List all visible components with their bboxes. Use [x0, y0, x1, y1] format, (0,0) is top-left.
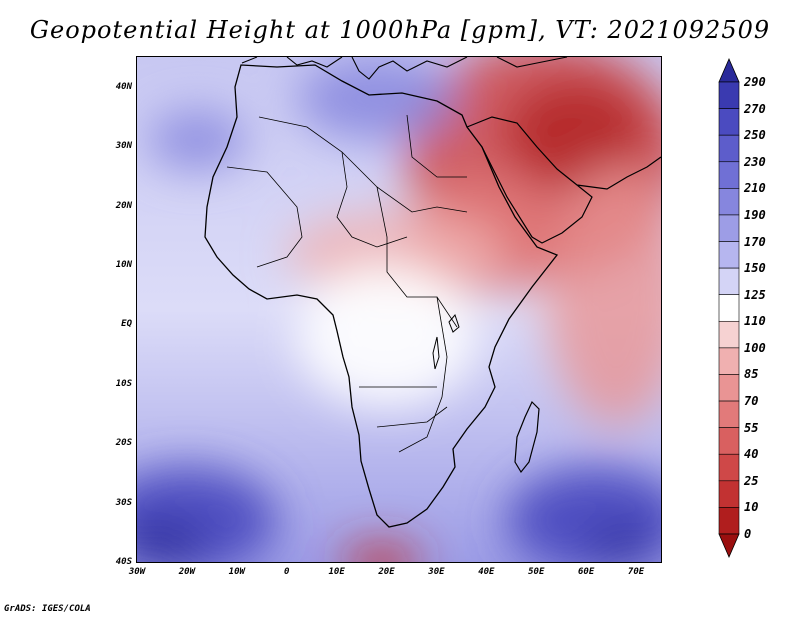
colorbar-band: [718, 161, 740, 189]
lat-label-10N: 10N: [115, 259, 132, 270]
field-region-cape-low: [341, 544, 422, 562]
lon-label-30W: 30W: [128, 567, 146, 577]
lat-label-EQ: EQ: [121, 319, 132, 330]
colorbar-band: [718, 241, 740, 269]
colorbar-band: [718, 214, 740, 242]
field-region-nw-atlantic-high: [146, 110, 247, 170]
field-region-arabia-core: [506, 80, 647, 188]
colorbar-band: [718, 400, 740, 428]
lon-label-20E: 20E: [378, 567, 395, 577]
colorbar-label-0: 0: [744, 527, 752, 541]
colorbar-top-arrow: [718, 58, 740, 83]
colorbar-band: [718, 347, 740, 375]
lat-label-30S: 30S: [115, 497, 132, 508]
field-region-south-atlantic-core: [137, 520, 207, 562]
colorbar-label-125: 125: [744, 287, 766, 302]
colorbar-label-210: 210: [744, 181, 766, 196]
field-region-south-indian-core: [586, 526, 657, 562]
chart-title: Geopotential Height at 1000hPa [gpm], VT…: [29, 16, 771, 44]
colorbar-band: [718, 108, 740, 136]
colorbar-label-85: 85: [744, 367, 759, 382]
colorbar-band: [718, 480, 740, 508]
lon-label-60E: 60E: [578, 567, 595, 577]
colorbar-label-40: 40: [744, 447, 759, 462]
colorbar-label-110: 110: [744, 314, 766, 329]
colorbar-band: [718, 453, 740, 482]
colorbar-label-170: 170: [744, 234, 766, 249]
map-plot-area: [136, 56, 662, 563]
lat-label-40N: 40N: [115, 81, 132, 92]
colorbar-label-250: 250: [744, 128, 766, 143]
colorbar-band: [718, 320, 740, 349]
colorbar-label-100: 100: [744, 340, 766, 355]
colorbar-label-190: 190: [744, 207, 766, 222]
colorbar-label-55: 55: [744, 420, 759, 435]
lat-label-30N: 30N: [115, 141, 132, 152]
lon-label-10E: 10E: [328, 567, 345, 577]
colorbar-bottom-arrow: [718, 533, 740, 558]
country-borders: [226, 114, 468, 453]
colorbar-band: [718, 81, 740, 109]
field-region-sahel-pink: [286, 211, 507, 295]
lat-label-20N: 20N: [115, 200, 132, 211]
arabia-coastline: [466, 116, 661, 244]
lat-label-40S: 40S: [115, 557, 132, 567]
lon-label-70E: 70E: [627, 567, 645, 577]
colorbar-label-150: 150: [744, 261, 766, 276]
field-region-east-indian-ocean-warm: [546, 163, 661, 426]
grads-credit: GrADS: IGES/COLA: [4, 604, 91, 614]
colorbar-band: [718, 267, 740, 296]
colorbar-label-270: 270: [744, 101, 766, 116]
field-region-central-africa-white: [296, 264, 477, 408]
colorbar-band: [718, 134, 740, 163]
lat-label-10S: 10S: [115, 378, 132, 389]
lon-label-10W: 10W: [228, 567, 245, 577]
colorbar-label-230: 230: [744, 154, 766, 169]
europe-coastline: [241, 57, 568, 80]
colorbar-label-290: 290: [744, 75, 766, 89]
colorbar: [718, 58, 740, 558]
lon-label-0: 0: [283, 567, 290, 577]
great-lakes: [432, 314, 460, 370]
colorbar-band: [718, 294, 740, 322]
colorbar-band: [718, 427, 740, 455]
lon-label-40E: 40E: [478, 567, 495, 577]
lon-label-50E: 50E: [528, 567, 545, 577]
colorbar-label-70: 70: [744, 394, 759, 409]
colorbar-band: [718, 374, 740, 402]
lon-label-20W: 20W: [178, 567, 196, 577]
colorbar-label-25: 25: [744, 473, 759, 488]
lat-label-20S: 20S: [115, 438, 132, 449]
madagascar-outline: [514, 400, 540, 474]
colorbar-band: [718, 188, 740, 216]
colorbar-label-10: 10: [744, 500, 759, 515]
colorbar-band: [718, 507, 740, 535]
lon-label-30E: 30E: [428, 567, 445, 577]
